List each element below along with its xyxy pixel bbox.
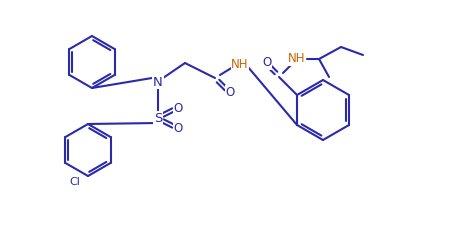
Text: NH: NH xyxy=(288,52,306,65)
Text: O: O xyxy=(174,101,182,115)
Text: N: N xyxy=(153,76,163,88)
Text: O: O xyxy=(262,56,272,70)
Text: Cl: Cl xyxy=(69,177,80,187)
Text: O: O xyxy=(174,122,182,135)
Text: S: S xyxy=(154,112,162,124)
Text: NH: NH xyxy=(231,58,249,72)
Text: O: O xyxy=(226,86,234,99)
